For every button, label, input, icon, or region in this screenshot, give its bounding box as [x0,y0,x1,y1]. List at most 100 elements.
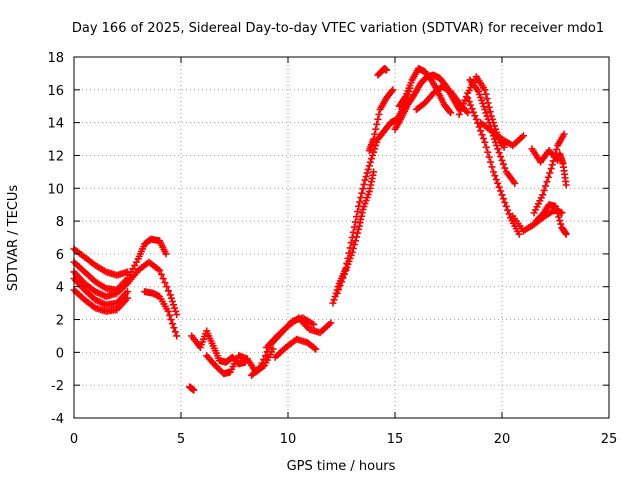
data-point [357,194,365,202]
data-point [552,202,559,210]
data-point [542,182,550,190]
data-point [486,108,494,116]
data-point [351,237,359,245]
x-tick-label: 5 [177,432,185,447]
data-point [156,266,164,274]
data-point [371,130,379,138]
data-point [372,142,380,150]
data-point [374,115,382,123]
data-point [557,220,565,228]
data-point [543,178,551,186]
data-point [330,296,338,304]
data-point [481,106,489,114]
data-point [500,143,508,151]
y-tick-label: 12 [47,149,64,164]
data-point [515,230,523,238]
data-point [492,138,500,146]
data-point [164,307,172,315]
data-point [495,183,503,191]
data-point [173,332,181,340]
data-point [255,364,263,372]
data-point [339,274,347,282]
data-point [560,130,568,138]
data-point [464,94,472,102]
data-point [457,107,465,115]
data-point [256,363,264,371]
data-point [482,90,490,98]
data-point [354,229,362,237]
data-point [329,299,337,307]
plot-frame [73,56,610,419]
data-point [260,355,268,363]
data-point [483,112,491,120]
data-point [494,179,502,187]
data-point [159,275,167,283]
data-point [367,155,375,163]
data-point [366,158,374,166]
data-point [467,101,475,109]
data-point [485,119,493,127]
y-tick-label: 14 [47,117,64,132]
data-point [190,386,198,394]
data-point [157,270,165,278]
y-tick-label: 16 [47,84,64,99]
data-point [361,176,369,184]
data-point [544,173,552,181]
data-point [340,270,348,278]
data-point [124,288,131,296]
data-point [171,328,179,336]
data-points [70,64,570,394]
data-point [382,66,390,74]
y-tick-label: 2 [56,314,64,329]
data-point [501,164,509,172]
data-point [370,168,378,176]
data-point [171,304,179,312]
data-point [562,230,570,238]
data-point [548,161,556,169]
data-point [497,153,505,161]
data-point [469,108,477,116]
axis-ticks: 0 5 10 15 20 25 -4 -2 0 2 4 6 8 10 12 14 16 18 [47,51,617,447]
data-point [447,109,455,117]
data-point [540,186,548,194]
data-point [262,352,270,360]
data-point [258,359,266,367]
data-point [493,142,501,150]
data-point [359,185,367,193]
data-point [338,278,345,286]
data-point [505,210,513,218]
data-point [327,319,335,327]
data-point [484,148,492,156]
y-tick-label: -2 [51,379,64,394]
x-tick-label: 15 [387,432,404,447]
data-point [468,105,476,113]
chart-title: Day 166 of 2025, Sidereal Day-to-day VTE… [72,21,604,36]
data-point [354,208,362,216]
data-point [349,244,357,252]
data-point [485,103,493,111]
data-point [348,248,356,256]
data-point [389,86,397,94]
y-tick-label: 8 [56,215,64,230]
data-point [492,176,500,184]
data-point [482,143,490,151]
data-point [501,198,509,206]
data-point [494,145,502,153]
y-tick-label: -4 [51,412,64,427]
data-point [489,168,497,176]
data-point [472,115,480,123]
data-point [364,165,372,173]
data-point [555,213,563,221]
data-point [388,87,396,95]
data-point [462,93,470,101]
data-point [369,151,377,159]
data-point [481,86,489,94]
data-point [498,156,506,164]
data-point [504,206,512,214]
data-point [365,162,373,170]
data-point [465,98,473,106]
y-tick-label: 18 [47,51,64,66]
data-point [370,135,378,143]
